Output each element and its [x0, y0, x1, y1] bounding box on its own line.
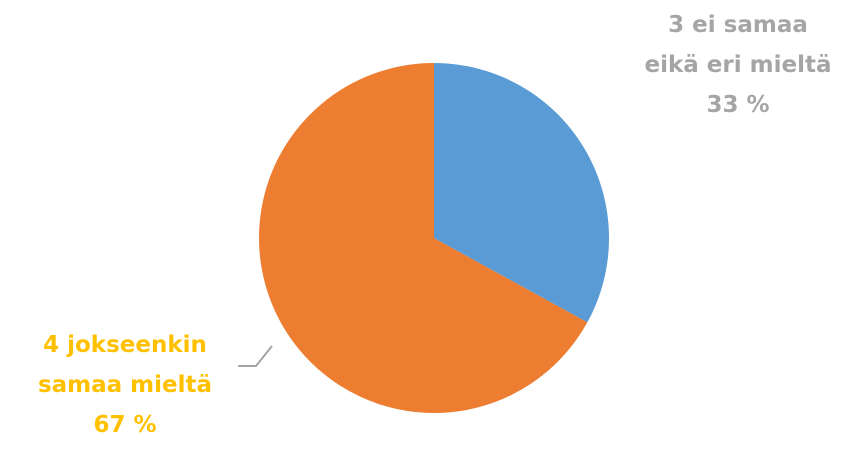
pie-slice	[434, 63, 609, 323]
pie-slice	[259, 63, 588, 413]
category-label: 3 ei samaa eikä eri mieltä	[644, 12, 832, 78]
category-label: 4 jokseenkin samaa mieltä	[37, 332, 213, 398]
data-label: 3 ei samaa eikä eri mieltä 33 %	[608, 5, 856, 125]
data-label: 4 jokseenkin samaa mieltä 67 %	[0, 325, 255, 445]
value-label: 67 %	[93, 412, 157, 438]
value-label: 33 %	[706, 92, 770, 118]
leader-line	[238, 345, 273, 367]
